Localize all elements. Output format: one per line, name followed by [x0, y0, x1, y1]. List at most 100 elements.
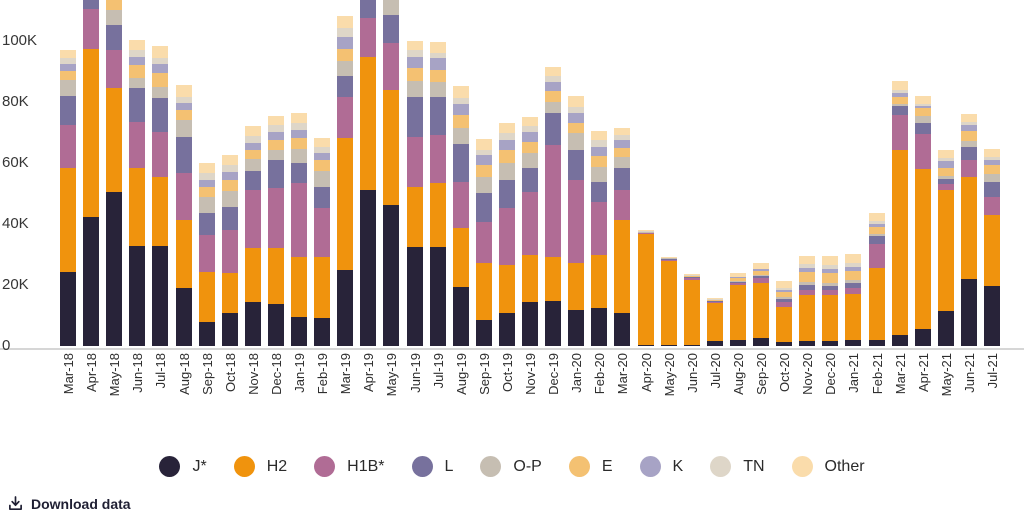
bar-segment-J*[interactable]	[960, 279, 977, 346]
bar-segment-O-P[interactable]	[822, 282, 839, 286]
bar-segment-O-P[interactable]	[429, 81, 446, 97]
bar-segment-TN[interactable]	[522, 125, 538, 132]
bar-segment-L[interactable]	[614, 167, 631, 190]
bar-segment-J*[interactable]	[614, 313, 631, 346]
bar-segment-H2[interactable]	[683, 279, 700, 346]
bar-segment-Other[interactable]	[637, 230, 654, 232]
bar-segment-H1B*[interactable]	[937, 184, 954, 190]
bar-segment-O-P[interactable]	[291, 148, 307, 163]
bar-segment-H1B*[interactable]	[221, 230, 238, 274]
bar-May-19[interactable]	[383, 0, 400, 346]
bar-segment-TN[interactable]	[244, 135, 261, 143]
bar-segment-K[interactable]	[545, 81, 562, 92]
bar-segment-K[interactable]	[221, 171, 238, 181]
bar-segment-TN[interactable]	[545, 75, 562, 82]
legend-item-tn[interactable]: TN	[710, 456, 765, 477]
bar-segment-H2[interactable]	[337, 137, 354, 271]
bar-segment-H2[interactable]	[475, 262, 492, 321]
bar-segment-H2[interactable]	[498, 264, 515, 314]
bar-segment-L[interactable]	[845, 283, 862, 289]
bar-segment-E[interactable]	[291, 137, 307, 149]
bar-segment-L[interactable]	[683, 277, 700, 279]
bar-Oct-18[interactable]	[221, 155, 238, 346]
bar-segment-L[interactable]	[568, 149, 585, 181]
bar-segment-TN[interactable]	[960, 121, 977, 126]
bar-segment-Other[interactable]	[706, 298, 723, 300]
bar-segment-E[interactable]	[314, 159, 331, 171]
bar-segment-L[interactable]	[822, 285, 839, 290]
bar-segment-J*[interactable]	[822, 340, 839, 346]
bar-segment-O-P[interactable]	[868, 234, 885, 236]
bar-segment-TN[interactable]	[337, 27, 354, 38]
bar-segment-H1B*[interactable]	[753, 277, 769, 283]
bar-segment-O-P[interactable]	[221, 191, 238, 207]
bar-segment-H1B*[interactable]	[498, 207, 515, 265]
bar-segment-E[interactable]	[568, 123, 585, 133]
bar-Mar-19[interactable]	[337, 16, 354, 346]
bar-segment-TN[interactable]	[452, 98, 469, 104]
bar-segment-E[interactable]	[406, 67, 423, 81]
bar-segment-H1B*[interactable]	[429, 134, 446, 183]
bar-segment-Other[interactable]	[776, 281, 793, 288]
bar-Jun-18[interactable]	[129, 39, 146, 346]
bar-Jun-19[interactable]	[406, 41, 423, 346]
bar-segment-E[interactable]	[776, 291, 793, 297]
bar-segment-L[interactable]	[429, 96, 446, 135]
bar-segment-O-P[interactable]	[383, 0, 400, 15]
bar-segment-H2[interactable]	[60, 168, 76, 273]
bar-segment-L[interactable]	[152, 98, 169, 132]
bar-segment-H2[interactable]	[614, 220, 631, 314]
bar-segment-L[interactable]	[498, 180, 515, 208]
bar-segment-O-P[interactable]	[706, 300, 723, 302]
bar-segment-H1B*[interactable]	[475, 221, 492, 263]
bar-segment-H2[interactable]	[383, 89, 400, 206]
bar-segment-H2[interactable]	[937, 189, 954, 311]
bar-segment-O-P[interactable]	[799, 281, 816, 285]
bar-segment-K[interactable]	[914, 105, 931, 109]
bar-Oct-19[interactable]	[498, 123, 515, 346]
bar-segment-J*[interactable]	[914, 329, 931, 346]
bar-segment-H1B*[interactable]	[60, 124, 76, 169]
bar-segment-J*[interactable]	[83, 216, 100, 346]
bar-Jan-21[interactable]	[845, 253, 862, 346]
bar-segment-E[interactable]	[545, 91, 562, 102]
bar-segment-L[interactable]	[244, 170, 261, 190]
bar-segment-L[interactable]	[267, 159, 284, 188]
bar-segment-J*[interactable]	[637, 345, 654, 346]
bar-Aug-20[interactable]	[729, 273, 746, 346]
bar-segment-Other[interactable]	[429, 41, 446, 53]
bar-segment-J*[interactable]	[799, 340, 816, 346]
bar-Mar-18[interactable]	[60, 50, 76, 346]
bar-segment-J*[interactable]	[984, 285, 1000, 346]
bar-segment-O-P[interactable]	[891, 104, 908, 106]
bar-segment-TN[interactable]	[845, 262, 862, 267]
bar-segment-O-P[interactable]	[198, 196, 215, 213]
bar-segment-TN[interactable]	[175, 96, 192, 103]
bar-segment-K[interactable]	[984, 160, 1000, 165]
bar-segment-TN[interactable]	[152, 57, 169, 64]
bar-segment-K[interactable]	[845, 266, 862, 271]
bar-segment-Other[interactable]	[799, 256, 816, 265]
bar-segment-TN[interactable]	[129, 49, 146, 57]
bar-segment-TN[interactable]	[267, 124, 284, 132]
bar-segment-H2[interactable]	[822, 295, 839, 341]
bar-segment-H1B*[interactable]	[660, 259, 677, 262]
bar-segment-L[interactable]	[776, 298, 793, 302]
bar-segment-TN[interactable]	[914, 103, 931, 106]
bar-segment-E[interactable]	[129, 65, 146, 78]
bar-segment-J*[interactable]	[221, 313, 238, 346]
bar-Apr-19[interactable]	[360, 0, 377, 346]
bar-segment-J*[interactable]	[383, 205, 400, 346]
bar-segment-Other[interactable]	[475, 138, 492, 150]
bar-Sep-20[interactable]	[753, 263, 769, 346]
bar-segment-J*[interactable]	[291, 316, 307, 346]
bar-segment-K[interactable]	[129, 56, 146, 66]
bar-segment-L[interactable]	[637, 232, 654, 234]
bar-segment-Other[interactable]	[498, 123, 515, 133]
bar-segment-H2[interactable]	[106, 87, 123, 192]
bar-segment-O-P[interactable]	[337, 60, 354, 76]
bar-segment-Other[interactable]	[683, 274, 700, 276]
bar-segment-O-P[interactable]	[314, 170, 331, 188]
bar-Dec-18[interactable]	[267, 116, 284, 346]
bar-segment-O-P[interactable]	[614, 156, 631, 168]
